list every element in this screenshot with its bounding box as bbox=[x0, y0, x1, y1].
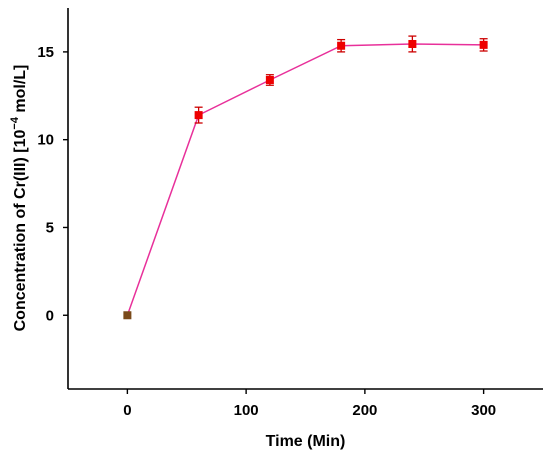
y-tick-label: 5 bbox=[46, 219, 54, 236]
x-tick-label: 100 bbox=[234, 402, 259, 419]
y-axis-title-unit: mol/L] bbox=[12, 65, 29, 117]
series-line bbox=[126, 43, 484, 316]
data-point bbox=[408, 39, 417, 48]
y-tick-label: 0 bbox=[46, 307, 54, 324]
y-tick-label: 10 bbox=[37, 132, 54, 149]
y-axis-ticks: 0 5 10 15 bbox=[37, 44, 68, 324]
y-tick-label: 15 bbox=[37, 44, 54, 61]
y-axis-title-main: Concentration of Cr(III) [10 bbox=[12, 130, 29, 332]
x-axis-title: Time (Min) bbox=[266, 433, 346, 450]
y-axis-title-exponent: −4 bbox=[9, 116, 21, 129]
x-tick-label: 0 bbox=[123, 402, 131, 419]
data-point bbox=[123, 311, 132, 320]
x-tick-label: 200 bbox=[352, 402, 377, 419]
data-point bbox=[194, 111, 203, 120]
data-point bbox=[265, 75, 274, 84]
data-point bbox=[479, 40, 488, 49]
y-axis-title: Concentration of Cr(III) [10−4 mol/L] bbox=[9, 65, 29, 332]
data-point bbox=[337, 41, 346, 50]
data-series bbox=[123, 35, 488, 320]
x-axis-ticks: 0 100 200 300 bbox=[123, 389, 496, 419]
x-tick-label: 300 bbox=[471, 402, 496, 419]
